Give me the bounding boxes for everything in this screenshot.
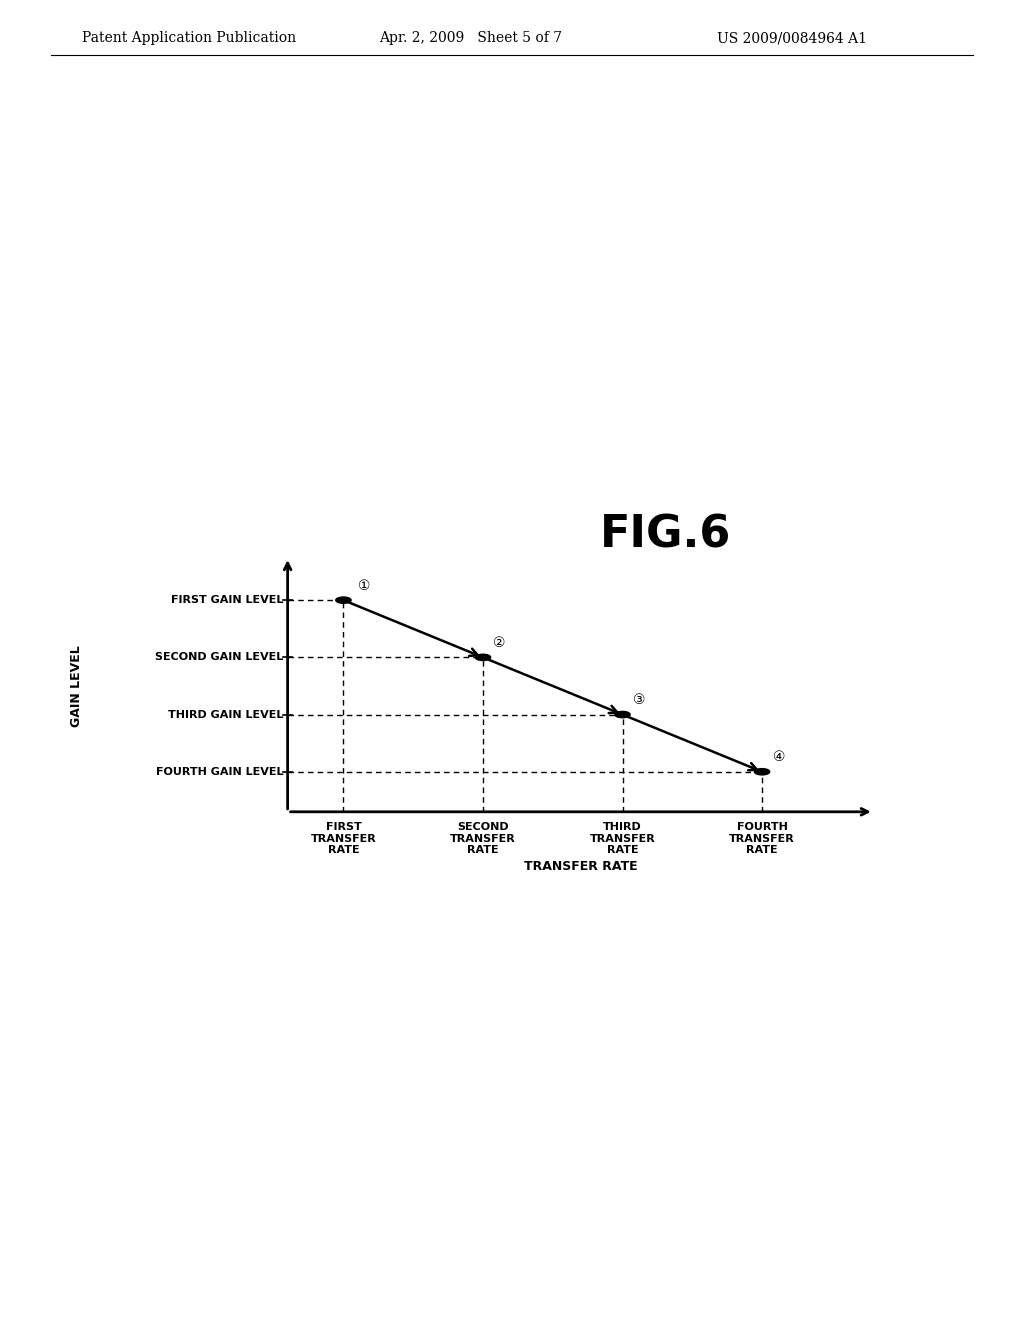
Text: ④: ④: [772, 751, 785, 764]
Text: FIRST
TRANSFER
RATE: FIRST TRANSFER RATE: [310, 822, 376, 855]
Circle shape: [336, 597, 351, 603]
Circle shape: [755, 768, 770, 775]
Text: ①: ①: [358, 579, 371, 593]
Text: FIRST GAIN LEVEL: FIRST GAIN LEVEL: [171, 595, 284, 605]
Text: THIRD GAIN LEVEL: THIRD GAIN LEVEL: [168, 710, 284, 719]
Text: GAIN LEVEL: GAIN LEVEL: [71, 645, 83, 727]
Text: FIG.6: FIG.6: [600, 513, 731, 556]
Text: ③: ③: [633, 693, 645, 708]
Circle shape: [475, 655, 490, 660]
Text: Apr. 2, 2009   Sheet 5 of 7: Apr. 2, 2009 Sheet 5 of 7: [379, 32, 562, 45]
Text: FOURTH GAIN LEVEL: FOURTH GAIN LEVEL: [156, 767, 284, 776]
Text: TRANSFER RATE: TRANSFER RATE: [524, 861, 638, 874]
Text: SECOND GAIN LEVEL: SECOND GAIN LEVEL: [156, 652, 284, 663]
Text: FOURTH
TRANSFER
RATE: FOURTH TRANSFER RATE: [729, 822, 795, 855]
Text: ②: ②: [494, 636, 506, 649]
Text: SECOND
TRANSFER
RATE: SECOND TRANSFER RATE: [451, 822, 516, 855]
Text: Patent Application Publication: Patent Application Publication: [82, 32, 296, 45]
Circle shape: [614, 711, 630, 718]
Text: US 2009/0084964 A1: US 2009/0084964 A1: [717, 32, 866, 45]
Text: THIRD
TRANSFER
RATE: THIRD TRANSFER RATE: [590, 822, 655, 855]
